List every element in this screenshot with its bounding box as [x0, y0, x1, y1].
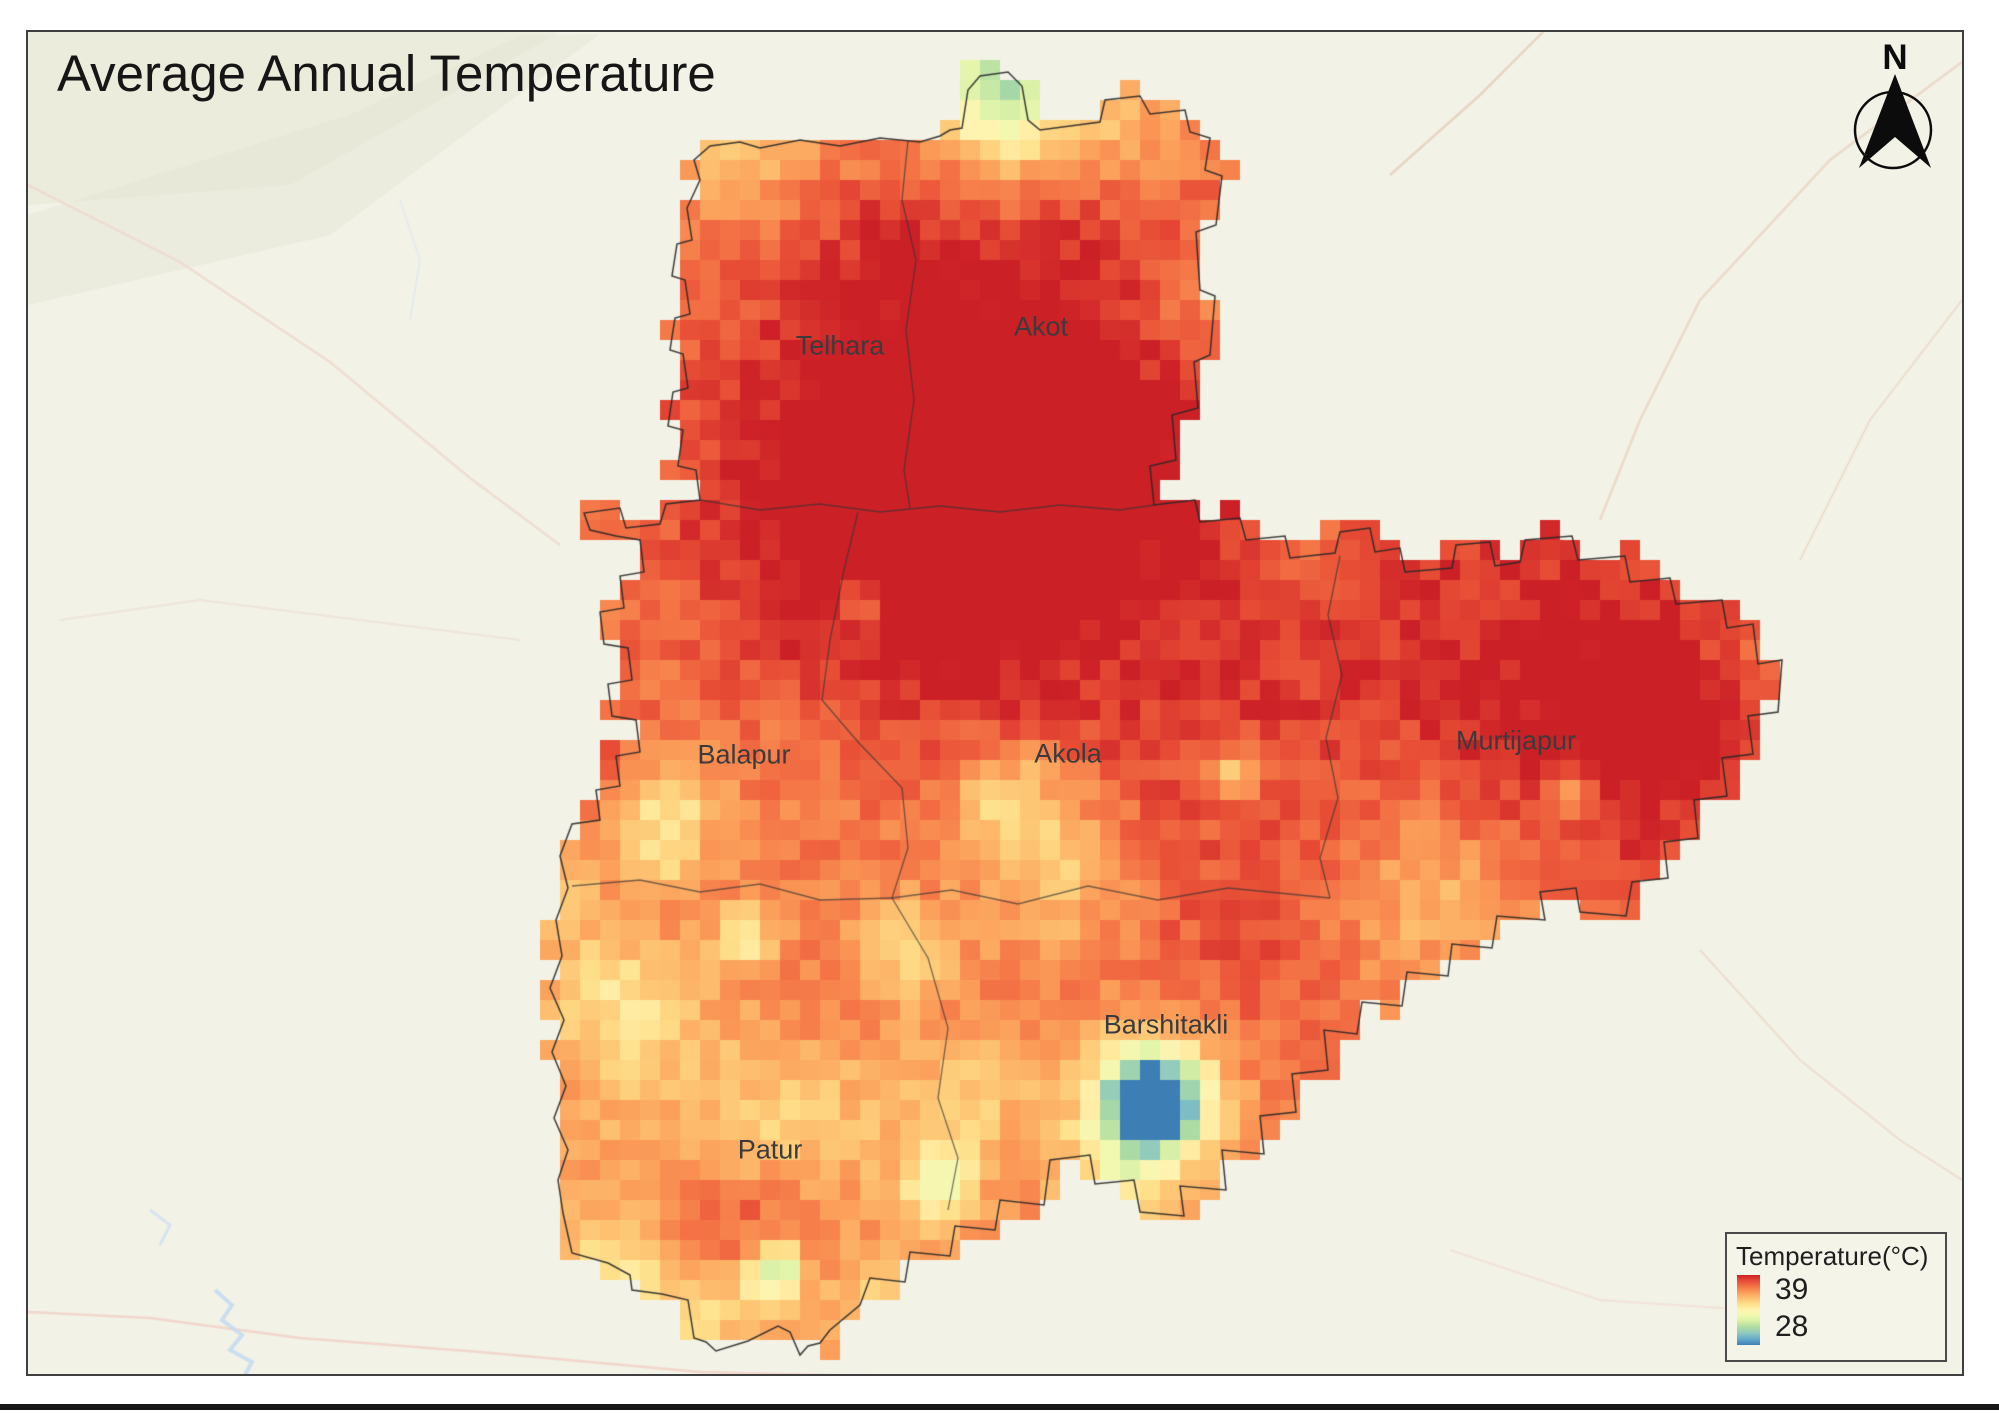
legend-gradient-bar [1737, 1274, 1760, 1345]
region-label-patur: Patur [737, 1134, 803, 1165]
north-arrow-pointer [1859, 74, 1931, 168]
legend-max-value: 39 [1775, 1272, 1809, 1306]
north-arrow-label: N [1882, 38, 1907, 77]
region-label-akola: Akola [1034, 738, 1102, 769]
page-title: Average Annual Temperature [57, 45, 716, 102]
region-label-balapur: Balapur [697, 739, 791, 770]
legend-title: Temperature(°C) [1736, 1241, 1929, 1271]
temperature-legend: Temperature(°C) 39 28 [1725, 1232, 1947, 1362]
region-label-akot: Akot [1013, 311, 1069, 342]
bottom-divider [0, 1404, 1999, 1410]
region-label-murtijapur: Murtijapur [1455, 725, 1577, 756]
north-arrow-icon: N [1853, 38, 1933, 170]
region-label-barshitakli: Barshitakli [1103, 1009, 1229, 1040]
legend-min-value: 28 [1775, 1310, 1809, 1344]
region-label-telhara: Telhara [795, 330, 885, 361]
